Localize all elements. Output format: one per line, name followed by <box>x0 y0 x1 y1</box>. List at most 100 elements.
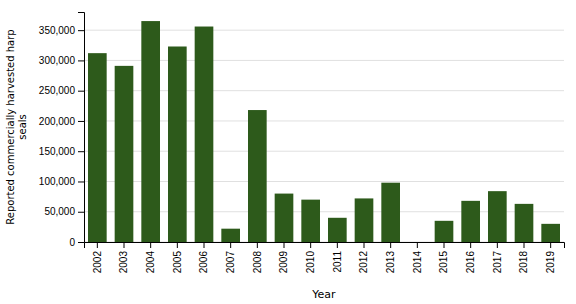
x-tick-label: 2015 <box>438 251 449 274</box>
y-axis-title-line: Reported commercially harvested harp <box>5 29 16 224</box>
bar <box>381 183 400 242</box>
bar <box>195 27 214 242</box>
x-tick: 2014 <box>412 242 423 273</box>
x-tick-label: 2008 <box>252 251 263 274</box>
bar <box>488 191 507 242</box>
bar <box>461 201 480 242</box>
bar <box>408 242 427 243</box>
y-tick-label: 300,000 <box>39 55 76 66</box>
x-tick-mark <box>470 242 471 248</box>
y-tick: 150,000 <box>39 146 84 157</box>
x-tick-mark <box>124 242 125 248</box>
x-tick-label: 2010 <box>305 251 316 274</box>
bar <box>515 204 534 242</box>
x-tick: 2002 <box>92 242 103 273</box>
x-tick: 2012 <box>358 242 369 273</box>
y-tick: 200,000 <box>39 116 84 127</box>
bar <box>115 66 134 242</box>
x-tick-mark <box>284 242 285 248</box>
x-tick-label: 2006 <box>198 251 209 274</box>
x-axis-title: Year <box>311 288 336 301</box>
y-tick-mark <box>78 121 84 122</box>
y-tick-mark <box>78 212 84 213</box>
bar <box>221 229 240 242</box>
x-tick-label: 2013 <box>385 251 396 274</box>
x-tick: 2019 <box>545 242 556 273</box>
y-tick-label: 250,000 <box>39 85 76 96</box>
x-tick-label: 2003 <box>118 251 129 274</box>
x-tick-mark <box>230 242 231 248</box>
bar <box>541 224 560 242</box>
x-tick-label: 2016 <box>465 251 476 274</box>
y-tick-mark <box>78 91 84 92</box>
y-tick-label: 50,000 <box>44 206 75 217</box>
bar <box>141 21 160 242</box>
bar <box>328 218 347 242</box>
bar <box>168 47 187 243</box>
x-tick: 2007 <box>225 242 236 273</box>
x-axis: 2002 2003 2004 2005 2006 2007 2008 2009 2010 2011… <box>85 242 565 273</box>
bar <box>435 221 454 242</box>
x-tick-mark <box>524 242 525 248</box>
y-axis-title-line: seals <box>17 114 28 139</box>
x-tick-mark <box>390 242 391 248</box>
x-tick-mark <box>364 242 365 248</box>
x-tick-label: 2019 <box>545 251 556 274</box>
x-tick-label: 2009 <box>278 251 289 274</box>
x-tick-label: 2018 <box>518 251 529 274</box>
y-tick-label: 0 <box>69 237 75 248</box>
x-axis-line <box>85 243 565 249</box>
y-tick: 0 <box>69 237 84 248</box>
x-tick-mark <box>550 242 551 248</box>
bars <box>88 21 560 242</box>
bar <box>88 53 107 242</box>
y-tick: 350,000 <box>39 25 84 36</box>
x-tick-label: 2007 <box>225 251 236 274</box>
x-tick: 2004 <box>145 242 156 273</box>
x-tick-mark <box>97 242 98 248</box>
bar <box>275 194 294 242</box>
x-tick-label: 2017 <box>492 251 503 274</box>
x-tick: 2003 <box>118 242 129 273</box>
y-tick-label: 150,000 <box>39 146 76 157</box>
x-tick-label: 2011 <box>332 251 343 273</box>
x-tick-mark <box>150 242 151 248</box>
y-tick-label: 200,000 <box>39 116 76 127</box>
x-tick: 2016 <box>465 242 476 273</box>
y-tick-mark <box>78 181 84 182</box>
x-tick-mark <box>497 242 498 248</box>
y-axis-line <box>78 13 85 243</box>
y-tick-mark <box>78 60 84 61</box>
x-tick: 2013 <box>385 242 396 273</box>
chart: 2002 2003 2004 2005 2006 2007 2008 2009 2010 2011… <box>0 0 576 304</box>
x-tick-label: 2002 <box>92 251 103 274</box>
y-tick: 250,000 <box>39 85 84 96</box>
x-tick-mark <box>444 242 445 248</box>
x-tick-mark <box>177 242 178 248</box>
x-tick: 2005 <box>172 242 183 273</box>
plot: 2002 2003 2004 2005 2006 2007 2008 2009 2010 2011… <box>39 13 565 274</box>
x-tick: 2006 <box>198 242 209 273</box>
x-tick-label: 2012 <box>358 251 369 274</box>
y-tick: 300,000 <box>39 55 84 66</box>
x-tick: 2018 <box>518 242 529 273</box>
x-tick-label: 2014 <box>412 251 423 274</box>
x-tick: 2009 <box>278 242 289 273</box>
y-tick-mark <box>78 151 84 152</box>
x-tick-mark <box>310 242 311 248</box>
y-tick-mark <box>78 242 84 243</box>
y-tick-label: 100,000 <box>39 176 76 187</box>
x-tick: 2011 <box>332 242 343 273</box>
y-tick-mark <box>78 30 84 31</box>
x-tick-label: 2004 <box>145 251 156 274</box>
y-axis-title: Reported commercially harvested harpseal… <box>5 29 28 224</box>
bar <box>248 110 267 242</box>
x-tick-label: 2005 <box>172 251 183 274</box>
y-tick: 100,000 <box>39 176 84 187</box>
bar <box>301 200 320 242</box>
y-axis: 0 50,000 100,000 150,000 200,000 250,000 300,0… <box>39 13 85 248</box>
bar <box>355 198 374 242</box>
x-tick-mark <box>337 242 338 248</box>
y-tick: 50,000 <box>44 206 84 217</box>
x-tick-mark <box>257 242 258 248</box>
